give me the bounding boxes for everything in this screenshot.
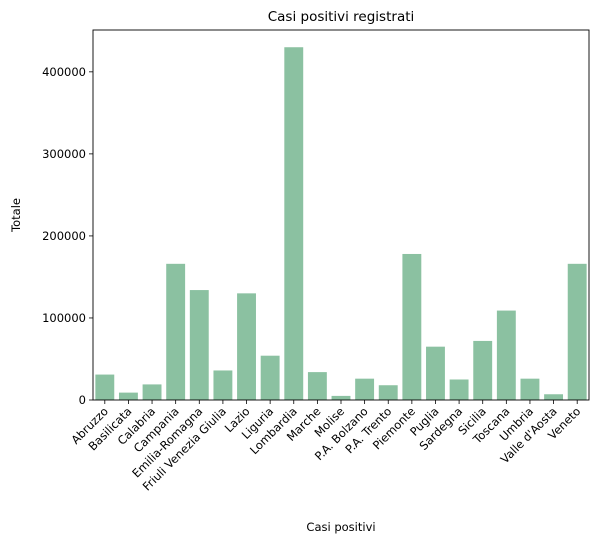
y-axis-ticks: 0 100000 200000 300000 400000: [42, 65, 93, 407]
bar: [473, 340, 493, 400]
chart-title: Casi positivi registrati: [268, 9, 415, 25]
bar: [213, 370, 233, 400]
bar: [496, 310, 516, 400]
bar: [331, 395, 351, 400]
bar: [307, 372, 327, 400]
bar: [166, 263, 186, 400]
y-tick-label: 0: [79, 393, 86, 407]
bar: [142, 384, 162, 400]
x-axis-ticks: AbruzzoBasilicataCalabriaCampaniaEmilia-…: [68, 400, 583, 493]
y-axis-label: Totale: [9, 198, 23, 233]
bar: [520, 378, 540, 400]
bar: [95, 374, 115, 400]
y-tick-label: 100000: [42, 311, 86, 325]
bar: [189, 290, 209, 400]
bar: [378, 385, 398, 400]
bar: [567, 263, 587, 400]
x-axis-label: Casi positivi: [306, 520, 375, 534]
y-tick-label: 200000: [42, 229, 86, 243]
y-tick-label: 400000: [42, 65, 86, 79]
bars: [95, 47, 587, 400]
bar: [355, 378, 375, 400]
bar: [544, 394, 564, 400]
bar: [402, 253, 422, 400]
bar: [118, 392, 138, 400]
plot-frame: [92, 29, 590, 401]
bar: [426, 346, 445, 400]
bar: [284, 47, 304, 400]
bar: [449, 379, 469, 400]
y-tick-label: 300000: [42, 147, 86, 161]
bar: [237, 293, 256, 400]
bar: [260, 355, 280, 400]
